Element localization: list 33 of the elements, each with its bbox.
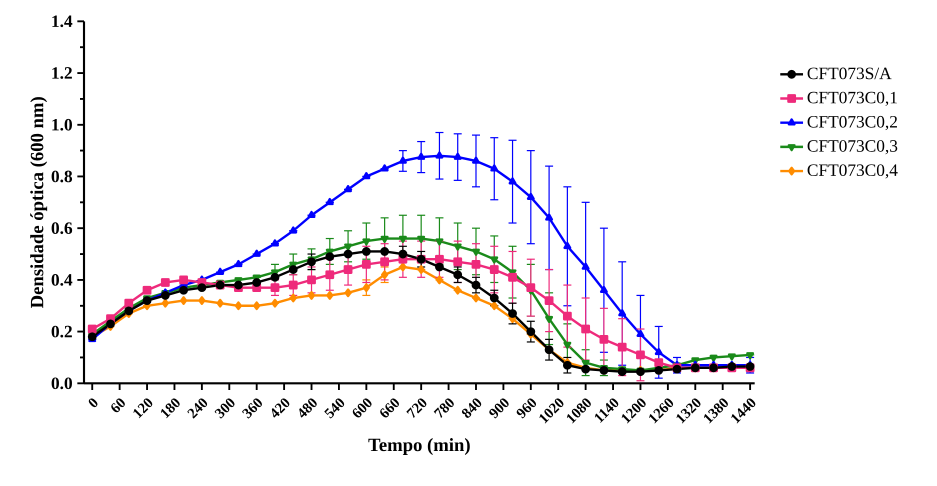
y-tick-label: 1.0 (52, 118, 72, 131)
x-tick-label: 420 (272, 398, 290, 418)
x-tick-label: 960 (516, 398, 536, 418)
x-tick-label: 540 (324, 398, 344, 419)
y-tick-label: 0.8 (52, 170, 72, 182)
x-tick-label: 0 (88, 398, 98, 408)
y-tick-label: 0.2 (52, 326, 72, 338)
y-tick-label: 1.2 (52, 67, 72, 79)
y-tick-label: 0.4 (52, 274, 72, 286)
x-tick-label: 900 (489, 398, 509, 418)
x-tick-label: 660 (380, 398, 399, 418)
x-tick-label: 60 (111, 398, 125, 412)
x-tick-label: 720 (406, 398, 426, 418)
x-tick-label: 480 (299, 398, 317, 418)
x-tick-label: 600 (352, 398, 372, 418)
x-tick-label: 120 (134, 398, 152, 418)
x-axis-title: Tempo (min) (368, 438, 470, 455)
y-tick-label: 1.4 (52, 15, 72, 28)
x-tick-label: 300 (214, 398, 235, 419)
y-axis-title: Densidade óptica (600 nm) (30, 97, 48, 308)
x-tick-label: 840 (462, 398, 482, 418)
x-tick-label: 180 (160, 398, 180, 418)
y-tick-label: 0.6 (52, 222, 72, 234)
legend-label: CFT073C0,1 (808, 92, 897, 106)
x-tick-label: 780 (434, 398, 454, 418)
x-tick-label: 1140 (594, 398, 618, 423)
x-tick-label: 240 (187, 398, 208, 419)
x-tick-label: 360 (242, 398, 262, 419)
legend-label: CFT073C0,2 (808, 116, 897, 130)
legend-label: CFT073C0,4 (808, 164, 898, 179)
legend-label: CFT073S/A (808, 68, 892, 80)
legend-label: CFT073C0,3 (808, 140, 898, 154)
y-tick-label: 0.0 (52, 377, 72, 390)
